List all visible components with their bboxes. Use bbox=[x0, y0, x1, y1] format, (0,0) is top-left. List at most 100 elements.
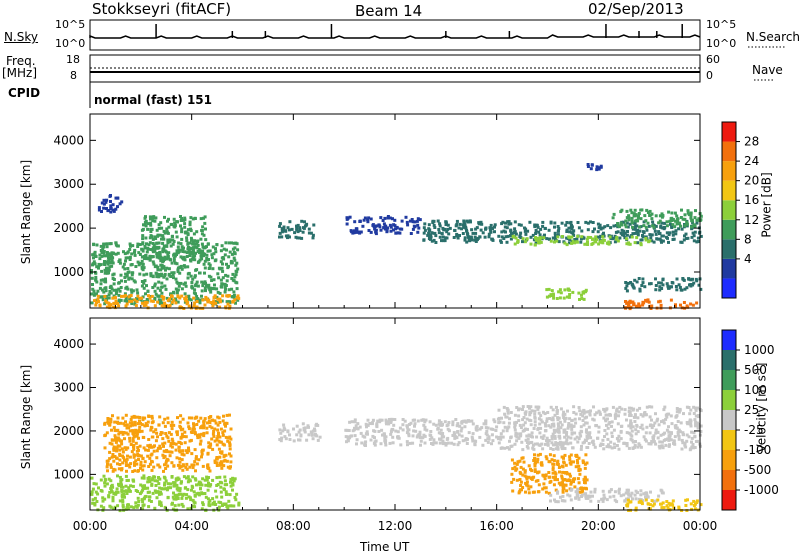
velocity-cell bbox=[569, 436, 573, 440]
velocity-cell bbox=[490, 442, 493, 446]
velocity-cell bbox=[95, 500, 99, 503]
power-cell bbox=[514, 232, 518, 236]
velocity-cell bbox=[202, 434, 206, 438]
velocity-cell bbox=[219, 485, 223, 489]
power-cell bbox=[484, 227, 487, 231]
velocity-cell bbox=[556, 491, 559, 495]
velocity-cell bbox=[90, 492, 94, 496]
power-cell bbox=[130, 252, 134, 256]
velocity-cell bbox=[513, 421, 517, 425]
velocity-cell bbox=[142, 464, 146, 468]
velocity-cell bbox=[382, 432, 386, 436]
power-cell bbox=[692, 234, 696, 238]
power-cell bbox=[366, 218, 370, 222]
power-cell bbox=[147, 243, 151, 247]
power-cell bbox=[235, 261, 239, 265]
velocity-cell bbox=[97, 486, 100, 490]
power-cell bbox=[128, 255, 132, 259]
power-cell bbox=[657, 230, 661, 234]
power-cell bbox=[479, 228, 483, 232]
power-cell bbox=[636, 216, 640, 220]
velocity-cell bbox=[307, 425, 310, 429]
velocity-cell bbox=[228, 413, 231, 417]
power-cell bbox=[129, 244, 132, 248]
power-cell bbox=[674, 305, 677, 309]
velocity-cell bbox=[174, 442, 178, 446]
velocity-cell bbox=[200, 425, 203, 429]
velocity-cell bbox=[141, 488, 145, 492]
power-cell bbox=[663, 221, 667, 225]
velocity-cell bbox=[316, 424, 320, 427]
velocity-cell bbox=[497, 441, 501, 445]
power-cell bbox=[622, 231, 626, 235]
power-cell bbox=[513, 231, 517, 235]
power-cell bbox=[469, 237, 473, 241]
power-cell bbox=[616, 223, 620, 227]
power-cell bbox=[151, 242, 155, 245]
power-cell bbox=[282, 227, 286, 231]
velocity-cell bbox=[218, 421, 222, 424]
power-cell bbox=[203, 221, 207, 225]
power-cell bbox=[97, 300, 100, 303]
velocity-cell bbox=[585, 431, 589, 435]
velocity-cell bbox=[490, 433, 494, 437]
power-cell bbox=[111, 273, 115, 277]
velocity-cell bbox=[584, 486, 588, 490]
velocity-cell bbox=[525, 417, 529, 421]
velocity-cell bbox=[115, 438, 119, 442]
power-cell bbox=[199, 254, 203, 258]
power-cell bbox=[426, 233, 430, 237]
velocity-cell bbox=[625, 418, 628, 422]
velocity-cell bbox=[583, 466, 587, 470]
velocity-cell bbox=[530, 409, 534, 413]
power-cell bbox=[626, 281, 630, 285]
power-cell bbox=[192, 251, 196, 255]
power-cell bbox=[538, 236, 542, 240]
velocity-cell bbox=[579, 429, 583, 433]
velocity-cell bbox=[456, 430, 460, 434]
velocity-cell bbox=[690, 440, 693, 444]
velocity-cell bbox=[164, 479, 168, 483]
velocity-cell bbox=[405, 431, 409, 435]
velocity-cell bbox=[685, 439, 689, 443]
power-colorbar-tick-label: 4 bbox=[744, 252, 752, 266]
power-cell bbox=[534, 229, 538, 232]
power-cell bbox=[140, 296, 144, 300]
power-cell bbox=[432, 223, 436, 227]
power-cell bbox=[648, 209, 652, 213]
velocity-cell bbox=[674, 415, 678, 419]
velocity-cell bbox=[111, 453, 115, 456]
power-cell bbox=[683, 217, 687, 221]
power-cell bbox=[173, 225, 177, 229]
power-cell bbox=[163, 272, 167, 276]
power-cell bbox=[105, 198, 109, 202]
velocity-cell bbox=[184, 435, 188, 439]
power-cell bbox=[689, 283, 693, 287]
velocity-cell bbox=[521, 473, 525, 477]
power-cell bbox=[461, 232, 465, 235]
power-cell bbox=[648, 282, 651, 286]
velocity-cell bbox=[172, 484, 176, 488]
velocity-cell bbox=[118, 509, 122, 513]
power-cell bbox=[146, 257, 150, 261]
velocity-cell bbox=[677, 428, 681, 432]
power-cell bbox=[227, 294, 231, 297]
velocity-cell bbox=[683, 441, 687, 445]
velocity-cell bbox=[484, 426, 488, 430]
velocity-cell bbox=[565, 438, 569, 442]
velocity-cell bbox=[314, 423, 318, 427]
power-cell bbox=[685, 286, 689, 290]
velocity-cell bbox=[631, 446, 635, 450]
power-cell bbox=[200, 242, 204, 246]
velocity-cell bbox=[278, 438, 282, 441]
power-cell bbox=[169, 297, 173, 300]
power-cell bbox=[126, 256, 130, 260]
velocity-cell bbox=[642, 492, 646, 496]
velocity-cell bbox=[556, 430, 560, 434]
power-cell bbox=[196, 239, 200, 243]
velocity-cell bbox=[181, 463, 185, 467]
velocity-cell bbox=[123, 423, 127, 427]
velocity-cell bbox=[187, 449, 191, 453]
power-cell bbox=[618, 236, 622, 240]
power-cell bbox=[523, 229, 527, 233]
